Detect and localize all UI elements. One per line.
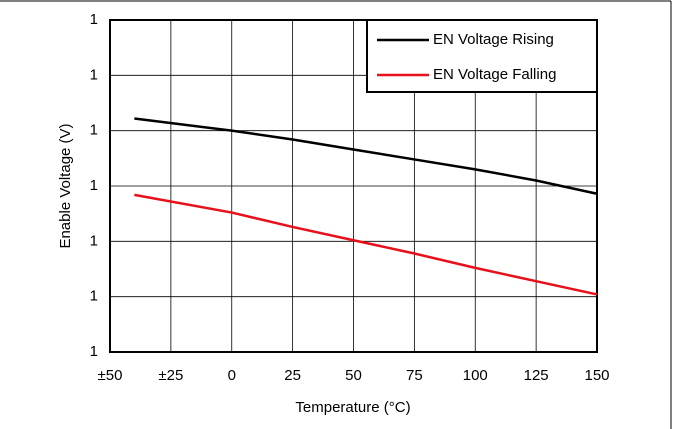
- y-tick-label: 1: [90, 66, 98, 83]
- x-tick-label: 125: [524, 367, 549, 384]
- x-axis-label: Temperature (°C): [295, 399, 410, 416]
- x-tick-label: 25: [284, 367, 301, 384]
- plot-border: [109, 19, 598, 353]
- legend-box: [366, 19, 598, 93]
- x-tick-label: ±25: [158, 367, 183, 384]
- x-tick-label: 0: [228, 367, 236, 384]
- x-tick-label: 75: [406, 367, 423, 384]
- series-line: [134, 193, 598, 296]
- y-tick-label: 1: [90, 177, 98, 194]
- legend-label: EN Voltage Falling: [433, 66, 556, 83]
- x-tick-label: 150: [584, 367, 609, 384]
- x-tick-label: 50: [345, 367, 362, 384]
- series-line: [134, 117, 598, 195]
- y-tick-label: 1: [90, 232, 98, 249]
- y-tick-label: 1: [90, 343, 98, 360]
- y-tick-label: 1: [90, 122, 98, 139]
- x-tick-label: 100: [463, 367, 488, 384]
- x-tick-label: ±50: [98, 367, 123, 384]
- legend-label: EN Voltage Rising: [433, 31, 554, 48]
- y-tick-label: 1: [90, 288, 98, 305]
- y-axis-label: Enable Voltage (V): [57, 123, 74, 248]
- y-tick-label: 1: [90, 11, 98, 28]
